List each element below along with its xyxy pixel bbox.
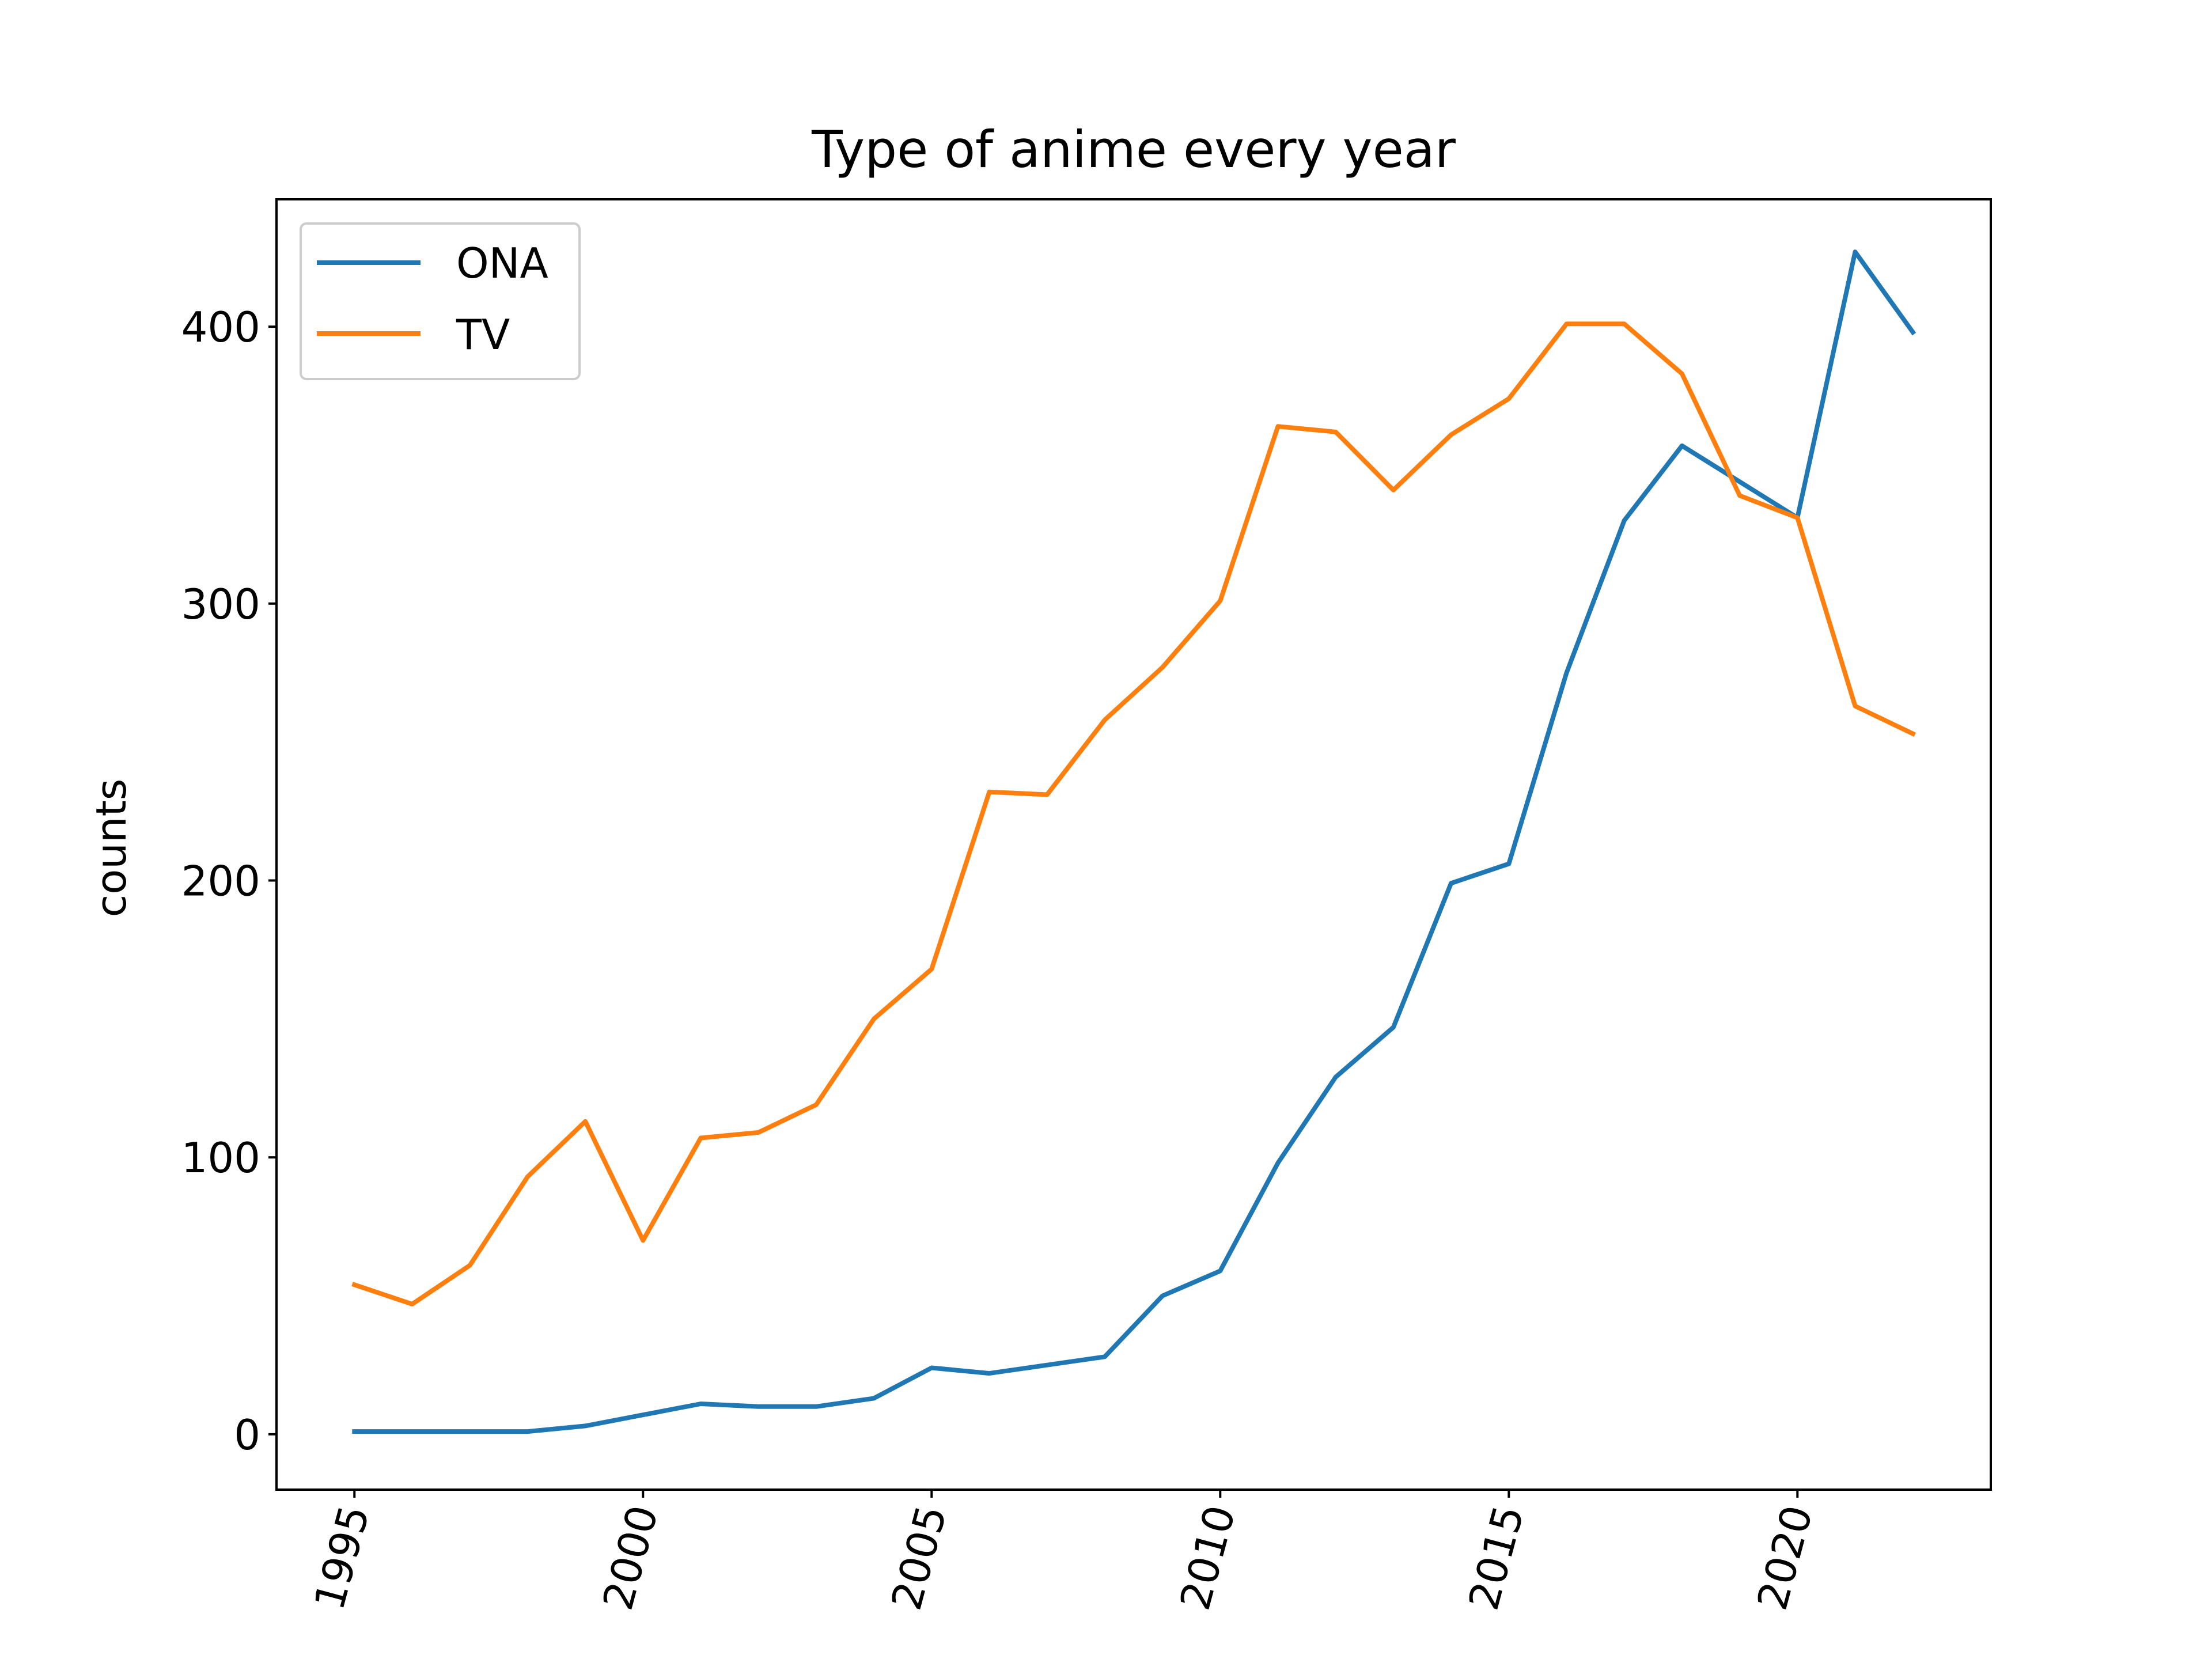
data-point-ona [1737, 479, 1742, 484]
data-point-tv [698, 1136, 703, 1141]
legend-label-ona: ONA [456, 239, 548, 287]
data-point-ona [641, 1412, 645, 1417]
legend: ONA TV [300, 222, 581, 380]
y-axis-label: counts [87, 779, 135, 918]
data-point-tv [1853, 704, 1858, 709]
data-point-ona [929, 1365, 934, 1370]
data-point-ona [1103, 1354, 1107, 1359]
series-line-tv [351, 321, 1916, 1306]
data-point-tv [583, 1119, 588, 1124]
data-point-ona [1276, 1161, 1281, 1165]
data-point-ona [1506, 862, 1511, 866]
data-point-tv [1103, 718, 1107, 722]
data-point-tv [1276, 424, 1281, 429]
data-point-tv [1737, 493, 1742, 498]
data-point-tv [1911, 732, 1915, 736]
y-tick-label: 400 [181, 303, 260, 351]
data-point-ona [352, 1429, 357, 1434]
data-point-tv [1506, 396, 1511, 401]
data-point-tv [1795, 516, 1800, 520]
data-point-tv [641, 1238, 645, 1243]
data-point-ona [1391, 1025, 1396, 1029]
data-point-ona [987, 1371, 991, 1376]
series-layer [351, 249, 1916, 1434]
data-point-tv [1680, 372, 1684, 376]
data-point-tv [1218, 599, 1222, 603]
y-tick-label: 0 [234, 1411, 260, 1459]
data-point-ona [1160, 1294, 1165, 1298]
data-point-tv [1449, 433, 1453, 437]
data-point-ona [1680, 444, 1684, 448]
data-point-tv [525, 1175, 530, 1179]
data-point-ona [1911, 330, 1915, 335]
data-point-ona [698, 1402, 703, 1406]
data-point-tv [1565, 321, 1569, 326]
data-point-ona [1565, 671, 1569, 675]
data-point-tv [814, 1103, 819, 1107]
data-point-ona [468, 1429, 472, 1434]
data-point-ona [583, 1423, 588, 1428]
data-point-tv [1391, 488, 1396, 493]
data-point-ona [1045, 1363, 1050, 1368]
data-point-tv [1622, 321, 1627, 326]
data-point-tv [410, 1302, 414, 1306]
data-point-ona [1622, 518, 1627, 523]
data-point-tv [1334, 430, 1338, 434]
series-line-ona [352, 249, 1916, 1434]
data-point-tv [872, 1017, 876, 1021]
data-point-ona [756, 1404, 761, 1409]
data-point-ona [1449, 881, 1453, 885]
data-point-ona [525, 1429, 530, 1434]
data-point-ona [1853, 249, 1858, 254]
data-point-tv [929, 967, 934, 971]
data-point-tv [1160, 665, 1165, 669]
data-point-ona [872, 1396, 876, 1400]
y-tick-label: 100 [181, 1134, 260, 1182]
data-point-ona [410, 1429, 414, 1434]
data-point-tv [468, 1263, 472, 1268]
chart-title: Type of anime every year [811, 120, 1456, 179]
y-tick-label: 200 [181, 857, 260, 905]
data-point-tv [1045, 792, 1050, 797]
data-point-tv [352, 1282, 357, 1287]
plot-frame [275, 198, 1992, 1491]
data-point-tv [987, 790, 991, 794]
data-point-ona [814, 1404, 819, 1409]
data-point-tv [756, 1130, 761, 1135]
data-point-ona [1334, 1075, 1338, 1080]
data-point-ona [1218, 1268, 1222, 1273]
legend-label-tv: TV [456, 310, 510, 359]
y-tick-label: 300 [181, 580, 260, 628]
